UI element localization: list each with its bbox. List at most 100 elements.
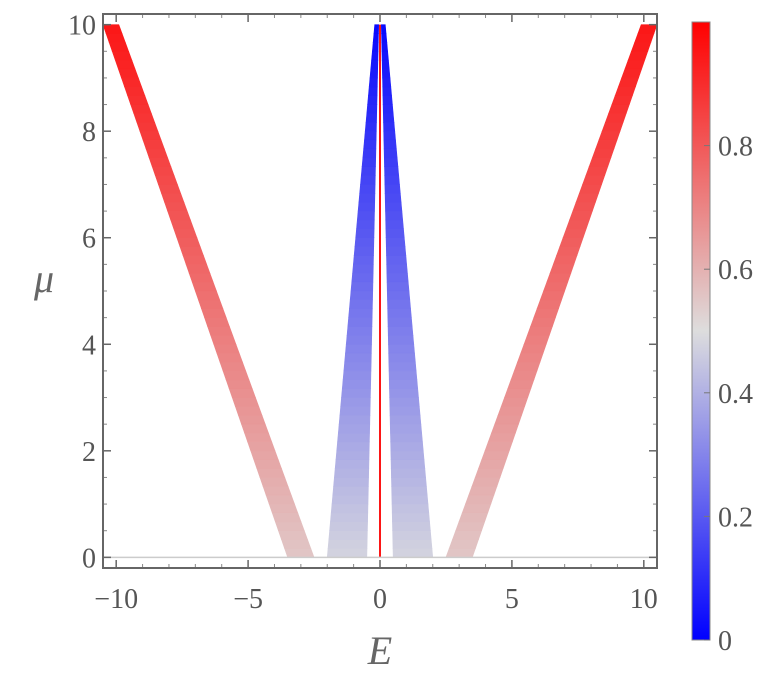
band-cell-outer-right-16 <box>497 406 526 416</box>
band-cell-inner-left-50 <box>366 104 378 114</box>
band-cell-inner-left-16 <box>339 406 371 416</box>
band-cell-inner-left-8 <box>333 477 369 487</box>
band-cell-inner-right-22 <box>388 352 416 363</box>
band-cell-inner-right-23 <box>388 343 415 354</box>
band-cell-inner-left-57 <box>372 42 379 52</box>
band-cell-inner-left-17 <box>340 397 371 407</box>
band-cell-inner-left-59 <box>373 24 379 34</box>
band-cell-inner-right-45 <box>383 148 398 159</box>
band-cell-outer-right-0 <box>445 548 476 558</box>
band-cell-inner-left-20 <box>342 370 372 381</box>
band-cell-outer-right-32 <box>549 264 575 274</box>
band-cell-inner-right-36 <box>385 228 405 239</box>
x-tick-label-2: 0 <box>373 584 387 615</box>
band-cell-outer-right-6 <box>465 494 495 505</box>
band-cell-inner-left-6 <box>331 494 369 505</box>
band-cell-outer-left-15 <box>238 414 266 425</box>
y-tick-label-1: 2 <box>82 437 96 468</box>
band-cell-outer-left-47 <box>139 130 162 141</box>
band-cell-outer-right-39 <box>572 201 596 212</box>
band-cell-inner-left-43 <box>360 166 376 176</box>
band-cell-inner-right-8 <box>391 477 427 487</box>
band-cell-outer-left-7 <box>262 486 292 496</box>
band-cell-outer-left-42 <box>154 175 178 185</box>
band-cell-outer-left-52 <box>124 86 146 96</box>
band-inner-left <box>326 24 379 558</box>
band-cell-outer-left-28 <box>197 299 224 310</box>
band-cell-outer-left-14 <box>241 423 269 434</box>
y-axis-title: μ <box>33 256 54 301</box>
band-cell-outer-left-11 <box>250 450 279 460</box>
band-cell-outer-left-5 <box>268 503 299 514</box>
band-cell-outer-left-59 <box>103 24 123 34</box>
band-cell-outer-left-8 <box>259 477 289 487</box>
band-cell-outer-right-22 <box>517 352 544 363</box>
band-cell-inner-left-15 <box>338 414 371 425</box>
band-cell-outer-right-8 <box>471 477 501 487</box>
band-cell-outer-left-29 <box>194 290 221 301</box>
band-cell-inner-left-25 <box>346 326 373 336</box>
band-cell-inner-right-28 <box>387 299 411 310</box>
band-cell-inner-left-53 <box>368 77 378 88</box>
band-cell-inner-left-48 <box>364 122 377 132</box>
band-cell-inner-right-18 <box>389 388 419 398</box>
band-cell-inner-left-30 <box>350 281 374 292</box>
band-cell-inner-right-49 <box>382 113 395 123</box>
band-cell-outer-left-53 <box>121 77 143 88</box>
band-cell-outer-right-30 <box>543 281 569 292</box>
band-cell-inner-right-12 <box>390 441 424 452</box>
band-cell-outer-left-34 <box>179 246 204 256</box>
band-cell-inner-right-57 <box>381 42 388 52</box>
y-tick-label-0: 0 <box>82 543 96 574</box>
colorbar-tick-label-0: 0 <box>718 626 732 657</box>
band-cell-inner-left-7 <box>332 486 369 496</box>
band-cell-outer-right-47 <box>598 130 621 141</box>
band-cell-outer-right-26 <box>530 317 556 327</box>
band-cell-inner-right-21 <box>388 361 417 372</box>
band-cell-inner-right-27 <box>387 308 412 318</box>
band-cell-outer-left-0 <box>284 548 315 558</box>
band-cell-inner-left-56 <box>371 50 379 61</box>
band-cell-inner-right-58 <box>381 33 388 43</box>
band-cell-outer-right-50 <box>608 104 630 114</box>
colorbar-tick-label-1: 0.2 <box>718 502 753 533</box>
band-cell-outer-right-5 <box>461 503 492 514</box>
y-tick-label-2: 4 <box>82 330 96 361</box>
band-cell-inner-left-14 <box>337 423 371 434</box>
band-cell-inner-right-20 <box>388 370 418 381</box>
band-cell-inner-left-36 <box>355 228 375 239</box>
band-cell-inner-right-43 <box>384 166 400 176</box>
band-cell-inner-right-34 <box>385 246 407 256</box>
band-cell-outer-right-27 <box>533 308 559 318</box>
band-cell-inner-left-24 <box>345 335 373 345</box>
band-cell-outer-right-57 <box>630 42 652 52</box>
band-cell-outer-left-36 <box>173 228 198 239</box>
band-cell-outer-left-57 <box>108 42 130 52</box>
band-cell-inner-left-27 <box>348 308 373 318</box>
band-cell-inner-right-30 <box>386 281 410 292</box>
band-cell-outer-right-14 <box>491 423 519 434</box>
band-cell-outer-left-20 <box>222 370 250 381</box>
band-cell-inner-left-9 <box>334 468 370 478</box>
band-cell-outer-right-3 <box>455 521 486 532</box>
band-cell-outer-left-50 <box>130 104 152 114</box>
band-cell-inner-right-3 <box>392 521 431 532</box>
band-cell-outer-right-20 <box>510 370 538 381</box>
band-cell-outer-left-43 <box>151 166 175 176</box>
band-cell-inner-right-38 <box>385 210 404 221</box>
band-cell-outer-left-25 <box>207 326 234 336</box>
band-cell-inner-right-29 <box>386 290 411 301</box>
colorbar-tick-label-4: 0.8 <box>718 132 753 163</box>
band-cell-inner-left-47 <box>364 130 377 141</box>
band-cell-inner-left-46 <box>363 139 377 150</box>
band-cell-inner-right-41 <box>384 184 401 194</box>
band-cell-outer-left-4 <box>271 512 302 523</box>
band-cell-outer-right-52 <box>614 86 636 96</box>
band-cell-outer-right-33 <box>552 255 578 265</box>
band-cell-inner-left-34 <box>353 246 375 256</box>
band-cell-outer-right-59 <box>637 24 657 34</box>
band-cell-outer-left-12 <box>247 441 276 452</box>
band-cell-inner-left-12 <box>336 441 370 452</box>
band-cell-outer-right-17 <box>500 397 529 407</box>
